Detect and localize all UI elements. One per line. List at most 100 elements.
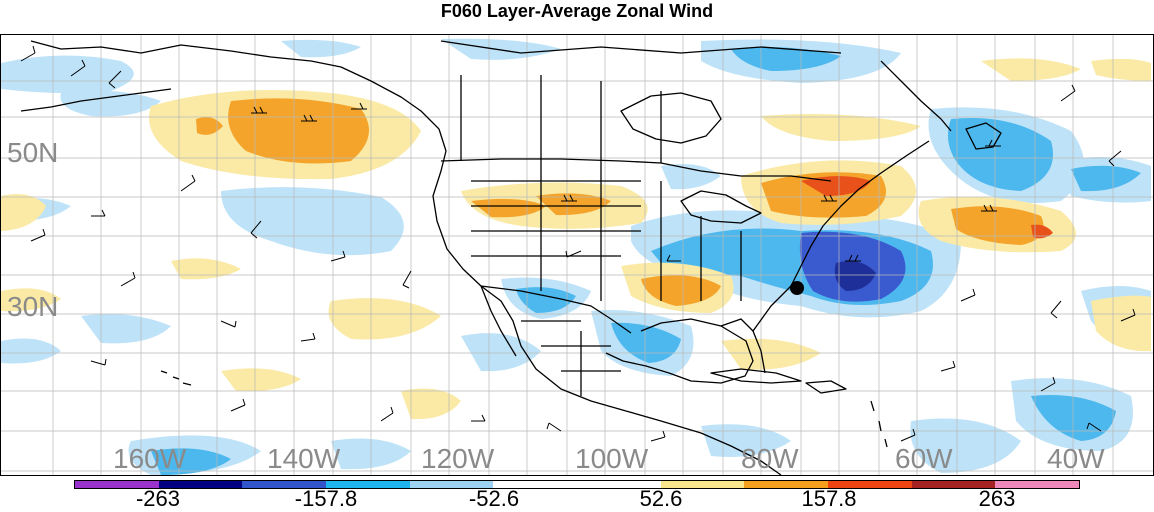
great-lakes (680, 190, 762, 224)
wind-barb (960, 288, 976, 302)
wind-barb (821, 194, 837, 202)
colorbar-swatch (911, 481, 996, 488)
colorbar-swatch (409, 481, 494, 488)
wind-barb (301, 114, 317, 122)
latitude-label-30n: 30N (7, 291, 59, 322)
shade-pos-medium (228, 98, 369, 164)
wind-barb (666, 254, 681, 262)
wind-barb (1040, 376, 1056, 392)
wind-barb (220, 320, 237, 328)
wind-barb (402, 270, 412, 289)
wind-barb (1120, 308, 1136, 322)
baja-peninsula (480, 285, 517, 357)
longitude-label-80w: 80W (741, 443, 799, 474)
shade-neg-light (60, 90, 161, 117)
wind-barb (380, 406, 394, 422)
wind-barb (546, 422, 562, 432)
wind-barb (180, 174, 196, 192)
shade-pos-light (981, 58, 1081, 81)
longitude-label-160w: 160W (113, 443, 187, 474)
us-east-coast (752, 140, 930, 332)
colorbar-swatch (158, 481, 243, 488)
shade-neg-light (910, 418, 1021, 473)
shade-neg-light (701, 424, 791, 457)
hudson-bay (620, 92, 722, 144)
colorbar-swatch (326, 481, 410, 488)
shade-neg-medium (731, 47, 841, 71)
colorbar-swatch (995, 481, 1080, 488)
shade-neg-light (1, 338, 61, 364)
cuba (710, 368, 802, 384)
colorbar-swatch (744, 481, 829, 488)
wind-barb (230, 398, 246, 412)
colorbar-label: 52.6 (639, 486, 683, 511)
wind-barb (471, 414, 486, 422)
shade-pos-medium (536, 193, 611, 216)
wind-barb (845, 254, 861, 262)
shade-pos-light (721, 338, 821, 370)
central-america-coast (625, 410, 782, 475)
hispaniola (805, 380, 847, 394)
province-borders (460, 75, 662, 163)
colorbar-label: 157.8 (801, 486, 857, 511)
wind-barb (985, 139, 1001, 147)
shade-pos-light (401, 388, 461, 420)
shade-neg-light (661, 163, 721, 190)
shade-pos-strong (1031, 224, 1053, 239)
wind-barbs (20, 45, 1136, 442)
wind-barb (30, 228, 46, 242)
shade-neg-light (281, 39, 361, 58)
shade-pos-light (328, 298, 441, 340)
wind-barb (1060, 84, 1076, 102)
labrador-coast (880, 60, 952, 132)
wind-barb (90, 358, 107, 366)
wind-barb (650, 430, 666, 442)
latitude-label-50n: 50N (7, 137, 59, 168)
longitude-label-100w: 100W (575, 443, 649, 474)
shade-neg-light (1, 55, 134, 94)
colorbar-swatch (493, 481, 578, 488)
zonal-wind-map (1, 35, 1153, 475)
canadian-arctic-coast (440, 40, 842, 54)
shade-neg-light (461, 333, 541, 372)
station-marker (790, 281, 804, 295)
hawaii-islands (160, 370, 192, 386)
colorbar-label: -263 (135, 486, 181, 511)
longitude-label-120w: 120W (421, 443, 495, 474)
colorbar-swatch (242, 481, 327, 488)
colorbar (74, 480, 1080, 489)
lesser-antilles (870, 400, 888, 448)
colorbar-swatch (75, 481, 159, 488)
shade-pos-medium (196, 117, 223, 135)
wind-barb (900, 428, 916, 442)
colorbar-swatch (828, 481, 912, 488)
shade-pos-light (171, 258, 241, 280)
coastlines-and-borders (20, 40, 1002, 475)
wind-barb (120, 271, 136, 287)
mexico-state-borders (521, 320, 621, 396)
colorbar-label: 263 (978, 486, 1016, 511)
wind-barb (108, 70, 122, 89)
colorbar-swatch (577, 481, 661, 488)
colorbar-label: -52.6 (468, 486, 520, 511)
shade-pos-medium (951, 206, 1044, 245)
newfoundland (965, 122, 1002, 150)
longitude-label-40w: 40W (1047, 443, 1105, 474)
shade-neg-light (221, 187, 404, 256)
wind-barb (251, 106, 267, 114)
wind-barb (91, 209, 106, 217)
shade-neg-medium (1071, 165, 1141, 192)
longitude-label-60w: 60W (895, 443, 953, 474)
wind-barb (70, 59, 86, 77)
wind-barb (565, 250, 582, 258)
shade-neg-light (441, 38, 561, 60)
alaska-coastline (30, 40, 440, 130)
wind-barb (1050, 300, 1062, 319)
chart-title: F060 Layer-Average Zonal Wind (440, 1, 714, 21)
state-borders (471, 161, 742, 301)
shade-neg-light (81, 313, 171, 344)
shade-pos-light (1, 288, 61, 312)
wind-barb (1086, 422, 1102, 432)
shade-pos-light (221, 368, 301, 392)
wind-barb (250, 220, 262, 239)
